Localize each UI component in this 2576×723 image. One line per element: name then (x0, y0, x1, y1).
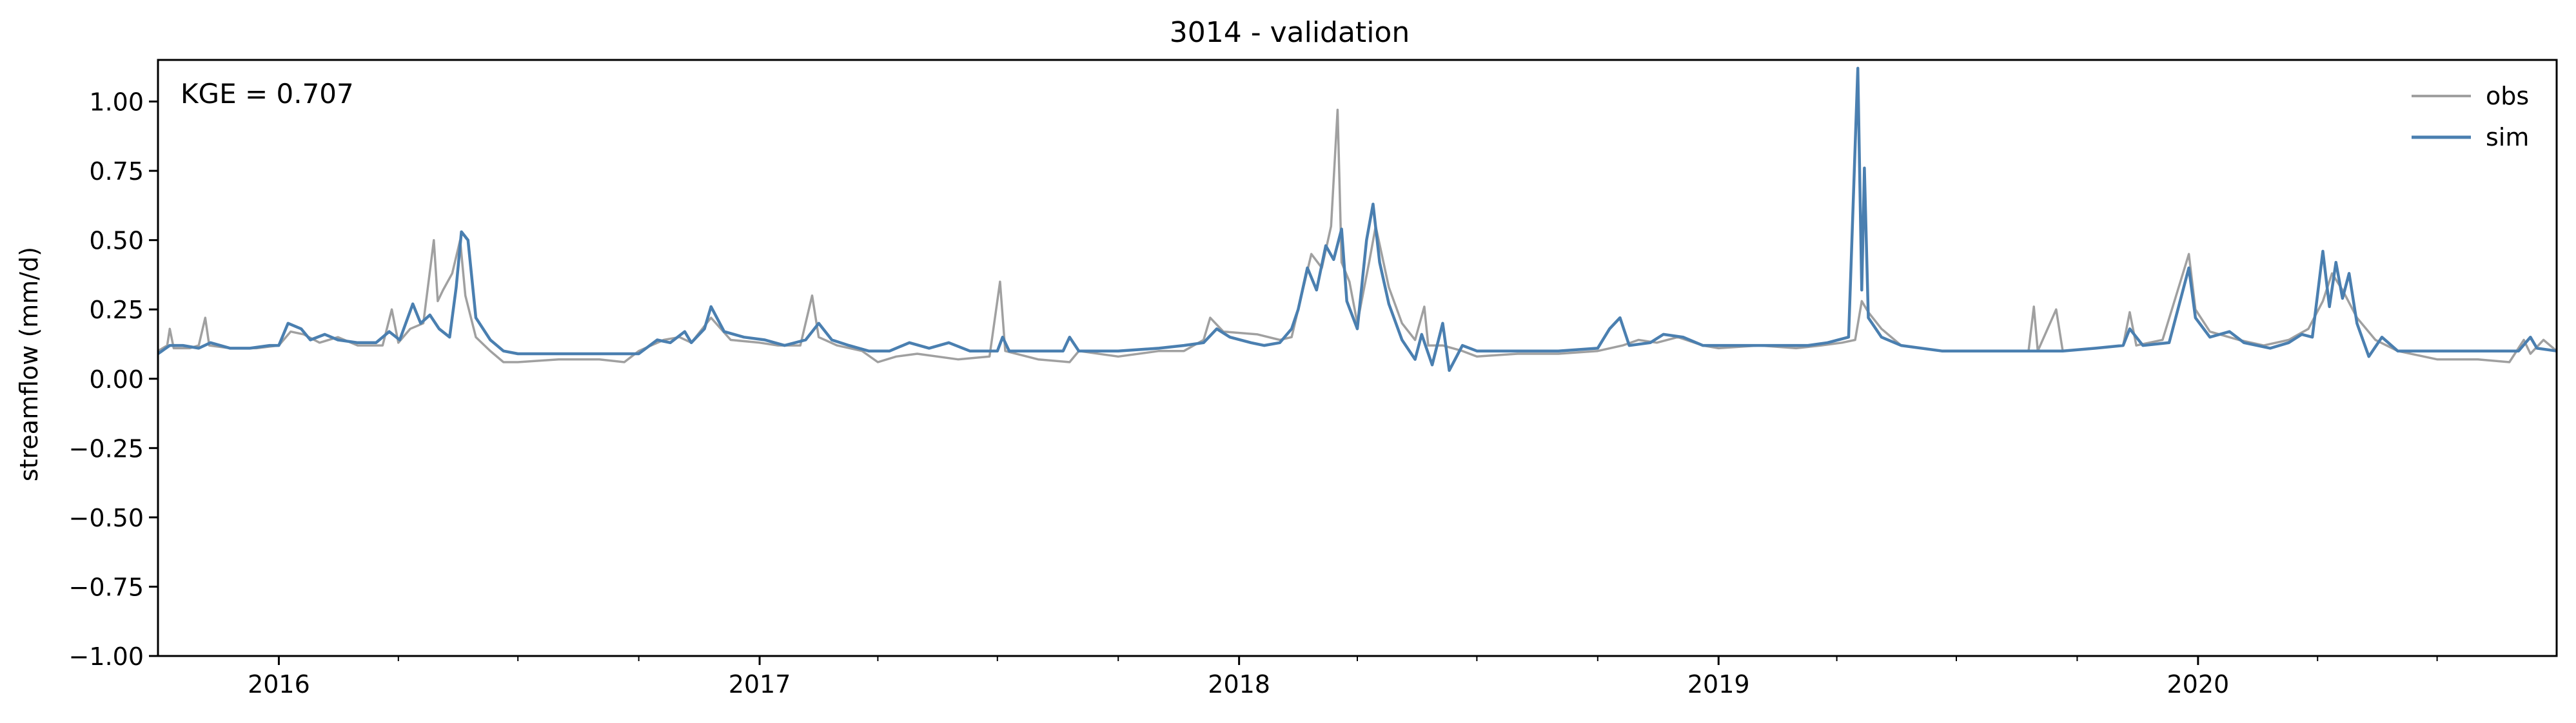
plot-frame (158, 60, 2557, 656)
y-tick-label: 0.75 (89, 157, 144, 186)
plot-area: −1.00 −0.75 −0.50 −0.25 0.00 0.25 0.50 0.75 1.00… (69, 60, 2557, 699)
series-line-sim (158, 68, 2557, 371)
x-tick-label: 2019 (1687, 670, 1750, 699)
y-tick-label: −0.50 (69, 504, 144, 532)
x-tick-label: 2020 (2167, 670, 2229, 699)
x-tick-label: 2018 (1208, 670, 1270, 699)
kge-annotation: KGE = 0.707 (181, 78, 354, 110)
y-tick-label: −0.75 (69, 573, 144, 601)
y-tick-label: 0.00 (89, 365, 144, 394)
y-axis-label: streamflow (mm/d) (15, 247, 43, 481)
y-tick-label: −0.25 (69, 434, 144, 463)
legend: obs sim (2412, 82, 2529, 151)
chart-title: 3014 - validation (1170, 16, 1410, 49)
legend-label-sim: sim (2486, 123, 2529, 151)
x-tick-label: 2017 (729, 670, 791, 699)
y-tick-label: −1.00 (69, 642, 144, 671)
y-tick-label: 1.00 (89, 88, 144, 117)
y-tick-label: 0.50 (89, 227, 144, 255)
x-tick-label: 2016 (248, 670, 310, 699)
y-tick-label: 0.25 (89, 296, 144, 324)
legend-label-obs: obs (2486, 82, 2529, 110)
